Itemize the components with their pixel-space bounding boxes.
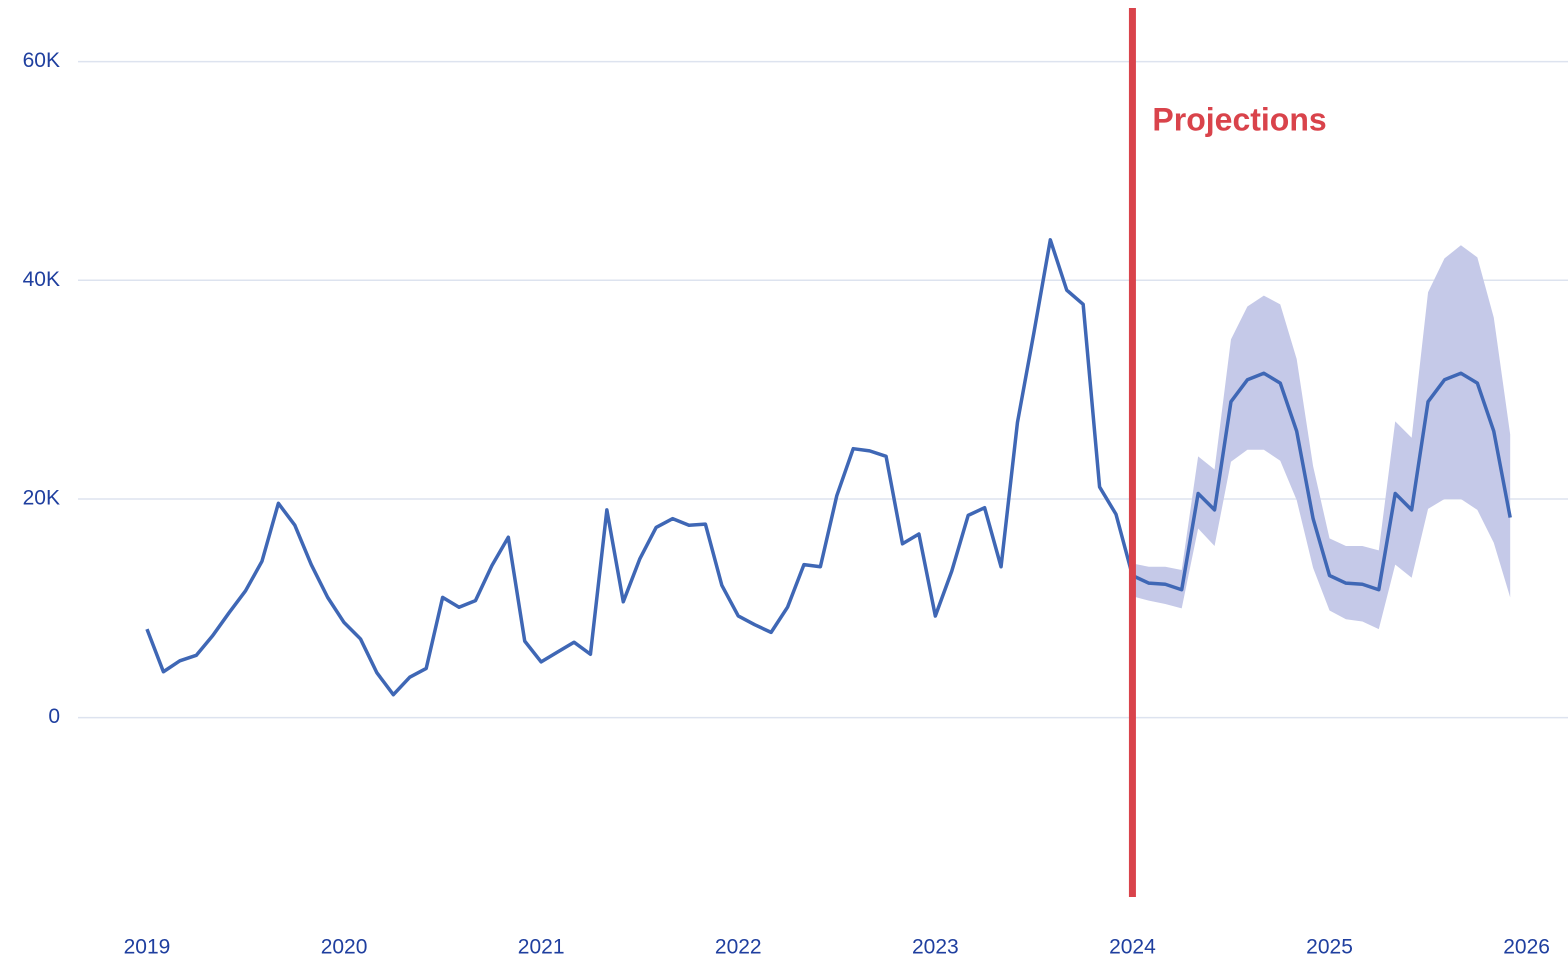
confidence-band — [1132, 245, 1511, 630]
x-tick-label: 2026 — [1503, 936, 1550, 959]
annotation-label: Projections — [1152, 101, 1326, 137]
y-tick-label: 60K — [23, 49, 60, 72]
x-tick-label: 2019 — [124, 936, 171, 959]
series-line — [145, 238, 1512, 697]
x-tick-label: 2020 — [321, 936, 368, 959]
y-tick-label: 0 — [48, 705, 60, 728]
y-tick-label: 20K — [23, 487, 60, 510]
x-tick-label: 2024 — [1109, 936, 1156, 959]
x-tick-label: 2023 — [912, 936, 959, 959]
x-tick-label: 2025 — [1306, 936, 1353, 959]
x-tick-label: 2021 — [518, 936, 565, 959]
y-tick-label: 40K — [23, 268, 60, 291]
x-tick-label: 2022 — [715, 936, 762, 959]
